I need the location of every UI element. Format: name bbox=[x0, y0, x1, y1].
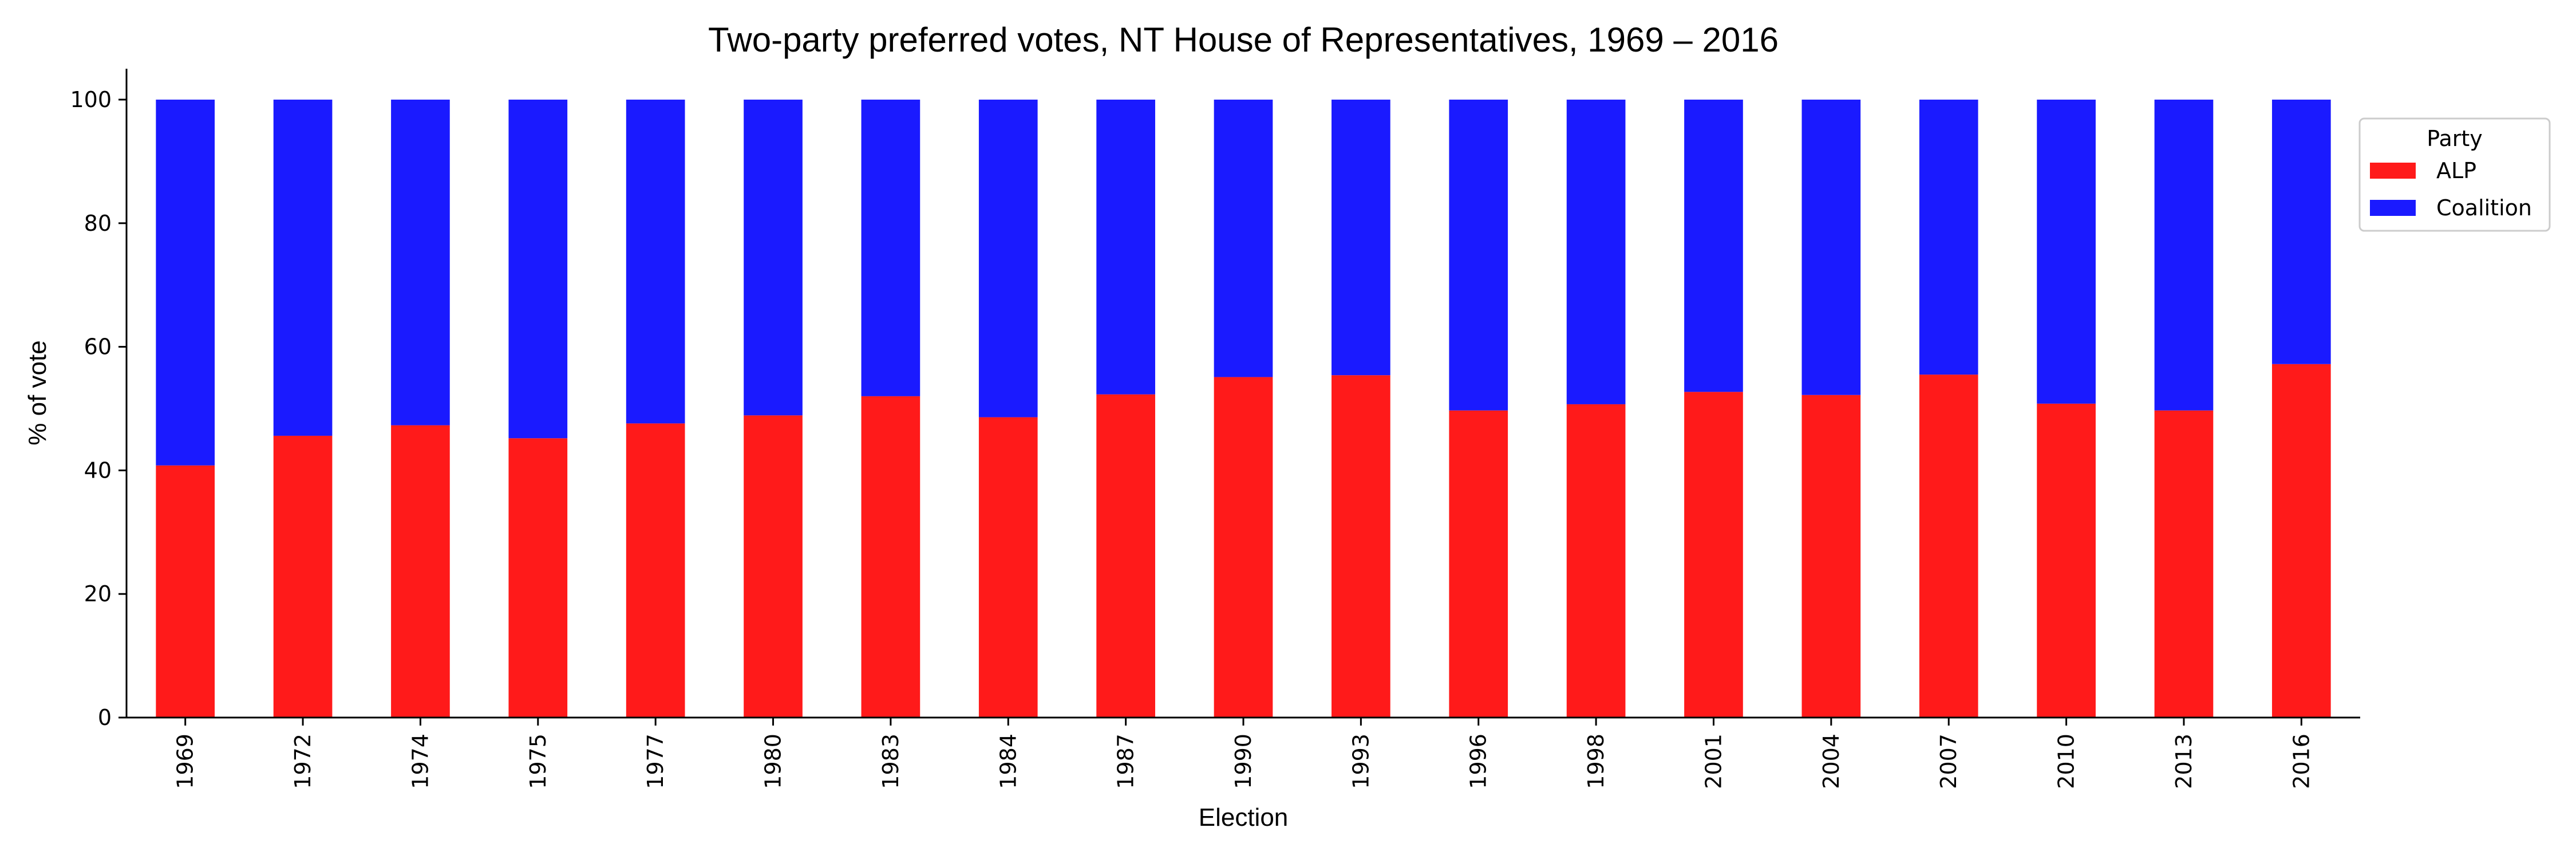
x-tick-label: 1983 bbox=[878, 734, 903, 789]
bar-coalition-1974 bbox=[391, 100, 450, 425]
legend-swatch-coalition bbox=[2370, 200, 2416, 216]
x-tick-label: 2001 bbox=[1701, 734, 1726, 789]
bar-alp-1974 bbox=[391, 425, 450, 718]
bar-alp-1975 bbox=[508, 438, 567, 718]
bar-coalition-1990 bbox=[1214, 100, 1273, 377]
bar-alp-1984 bbox=[979, 417, 1038, 718]
bar-coalition-1993 bbox=[1332, 100, 1390, 375]
y-tick-label: 40 bbox=[84, 458, 112, 483]
y-tick-label: 60 bbox=[84, 334, 112, 360]
bar-coalition-1996 bbox=[1449, 100, 1508, 411]
bar-coalition-1969 bbox=[156, 100, 215, 466]
bar-coalition-2001 bbox=[1684, 100, 1743, 392]
x-tick-label: 2007 bbox=[1936, 734, 1961, 789]
bar-alp-1969 bbox=[156, 466, 215, 718]
bar-coalition-2010 bbox=[2037, 100, 2096, 404]
bar-alp-1980 bbox=[744, 415, 803, 718]
y-tick-label: 100 bbox=[70, 87, 112, 112]
bar-alp-2001 bbox=[1684, 392, 1743, 718]
y-axis-ticks: 0 20 40 60 80 100 bbox=[70, 87, 127, 730]
bar-coalition-2007 bbox=[1919, 100, 1978, 375]
x-axis-ticks: 1969 1972 1974 1975 1977 1980 1983 1984 1987 1990… bbox=[173, 718, 2314, 789]
bar-coalition-1983 bbox=[862, 100, 920, 396]
x-tick-label: 1998 bbox=[1583, 734, 1609, 789]
bar-coalition-1984 bbox=[979, 100, 1038, 417]
x-tick-label: 1996 bbox=[1466, 734, 1491, 789]
x-axis-label: Election bbox=[1199, 803, 1289, 832]
y-axis-label: % of vote bbox=[23, 340, 52, 445]
bar-alp-1990 bbox=[1214, 377, 1273, 718]
x-tick-label: 1993 bbox=[1348, 734, 1373, 789]
bar-coalition-2004 bbox=[1802, 100, 1861, 395]
x-tick-label: 1969 bbox=[173, 734, 198, 789]
bar-alp-2013 bbox=[2155, 411, 2214, 718]
bar-alp-2007 bbox=[1919, 375, 1978, 718]
bar-coalition-2013 bbox=[2155, 100, 2214, 411]
bar-coalition-1972 bbox=[274, 100, 333, 436]
x-tick-label: 2016 bbox=[2289, 734, 2314, 789]
bar-alp-1998 bbox=[1567, 404, 1626, 718]
legend-label-alp: ALP bbox=[2436, 158, 2476, 183]
bar-alp-1972 bbox=[274, 436, 333, 718]
x-tick-label: 1977 bbox=[643, 734, 668, 789]
bar-coalition-2016 bbox=[2272, 100, 2331, 364]
bar-coalition-1987 bbox=[1096, 100, 1155, 395]
legend-label-coalition: Coalition bbox=[2436, 195, 2532, 220]
bar-alp-1993 bbox=[1332, 375, 1390, 718]
bar-alp-2004 bbox=[1802, 395, 1861, 718]
bar-alp-1987 bbox=[1096, 395, 1155, 718]
y-tick-label: 0 bbox=[98, 705, 112, 730]
bar-alp-1996 bbox=[1449, 411, 1508, 718]
bar-coalition-1977 bbox=[626, 100, 685, 423]
bar-coalition-1975 bbox=[508, 100, 567, 438]
x-tick-label: 1987 bbox=[1113, 734, 1139, 789]
x-tick-label: 2004 bbox=[1819, 734, 1844, 789]
bar-alp-2016 bbox=[2272, 364, 2331, 718]
bar-coalition-1998 bbox=[1567, 100, 1626, 404]
x-tick-label: 1980 bbox=[761, 734, 786, 789]
legend-title: Party bbox=[2427, 126, 2483, 151]
x-tick-label: 1975 bbox=[526, 734, 551, 789]
legend-swatch-alp bbox=[2370, 163, 2416, 179]
x-tick-label: 2010 bbox=[2054, 734, 2079, 789]
x-tick-label: 1972 bbox=[290, 734, 315, 789]
bar-alp-2010 bbox=[2037, 404, 2096, 718]
x-tick-label: 1974 bbox=[408, 734, 433, 789]
x-tick-label: 2013 bbox=[2171, 734, 2196, 789]
bar-alp-1983 bbox=[862, 396, 920, 718]
bars-group bbox=[156, 100, 2330, 718]
x-tick-label: 1984 bbox=[995, 734, 1021, 789]
y-tick-label: 80 bbox=[84, 211, 112, 236]
y-tick-label: 20 bbox=[84, 581, 112, 606]
bar-coalition-1980 bbox=[744, 100, 803, 415]
x-tick-label: 1990 bbox=[1231, 734, 1256, 789]
chart-title: Two-party preferred votes, NT House of R… bbox=[708, 21, 1779, 59]
legend: Party ALP Coalition bbox=[2360, 119, 2550, 231]
bar-alp-1977 bbox=[626, 423, 685, 718]
